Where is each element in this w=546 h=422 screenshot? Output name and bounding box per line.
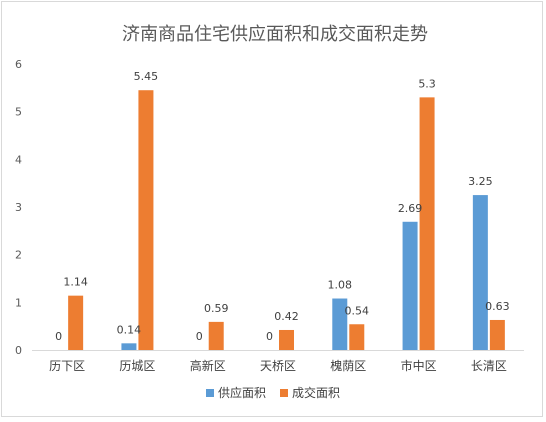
legend-entry: 成交面积	[292, 385, 340, 400]
x-tick-label: 天桥区	[260, 359, 296, 373]
y-tick-label: 3	[15, 201, 22, 214]
x-tick-label: 高新区	[190, 358, 226, 373]
y-tick-label: 0	[15, 344, 22, 357]
legend-swatch	[206, 389, 214, 397]
x-tick-label: 市中区	[401, 358, 437, 373]
y-tick-label: 2	[15, 249, 22, 262]
x-axis: 历下区 历城区 高新区 天桥区 槐荫区 市中区 长清区	[32, 350, 524, 373]
legend-swatch	[280, 389, 288, 397]
data-label: 0.63	[485, 300, 510, 313]
legend-entry: 供应面积	[218, 385, 266, 400]
data-label: 0	[266, 330, 273, 343]
bar	[138, 90, 154, 350]
x-tick-label: 历城区	[119, 359, 155, 373]
y-tick-label: 1	[15, 296, 22, 309]
bar	[279, 329, 294, 350]
data-label: 2.69	[398, 202, 423, 215]
y-tick-label: 4	[15, 153, 22, 166]
bar	[121, 343, 137, 350]
y-tick-label: 5	[15, 106, 22, 119]
x-tick-label: 长清区	[471, 359, 507, 373]
data-label: 5.45	[134, 70, 159, 83]
bar	[208, 321, 224, 350]
bar	[489, 319, 505, 350]
data-label: 0.54	[345, 304, 370, 317]
bar	[332, 298, 348, 350]
y-axis: 0 1 2 3 4 5 6	[15, 58, 22, 357]
bar	[419, 97, 435, 350]
data-label: 0.59	[204, 302, 229, 315]
data-label: 1.14	[63, 276, 88, 289]
data-label: 0	[196, 330, 203, 343]
bar	[349, 324, 365, 350]
data-label: 0.14	[117, 323, 142, 336]
x-tick-label: 历下区	[49, 359, 85, 373]
data-labels: 01.140.145.4500.5900.421.080.542.695.33.…	[55, 70, 509, 343]
legend: 供应面积 成交面积	[206, 385, 340, 400]
chart-title: 济南商品住宅供应面积和成交面积走势	[122, 24, 428, 45]
bar	[68, 295, 84, 350]
data-label: 1.08	[328, 279, 353, 292]
data-label: 5.3	[418, 77, 436, 90]
bar	[472, 195, 488, 350]
bars	[68, 90, 505, 350]
chart-frame: 济南商品住宅供应面积和成交面积走势 0 1 2 3 4 5 6 历下区 历城区 高新区 天桥区 槐荫…	[1, 1, 543, 417]
bar	[402, 221, 418, 350]
data-label: 0	[55, 330, 62, 343]
data-label: 3.25	[468, 175, 493, 188]
x-tick-label: 槐荫区	[330, 358, 366, 373]
data-label: 0.42	[274, 310, 299, 323]
y-tick-label: 6	[15, 58, 22, 71]
